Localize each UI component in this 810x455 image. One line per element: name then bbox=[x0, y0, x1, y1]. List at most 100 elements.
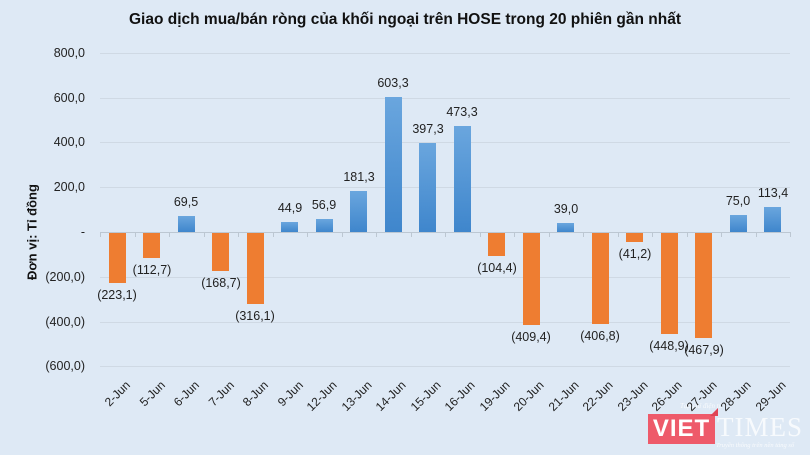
x-tick-label: 22-Jun bbox=[580, 378, 616, 414]
x-tick-label: 13-Jun bbox=[339, 378, 375, 414]
x-tick-label: 7-Jun bbox=[205, 378, 237, 410]
bar-28-jun bbox=[730, 215, 747, 232]
watermark-corner-icon bbox=[710, 408, 718, 416]
y-tick-label: - bbox=[80, 225, 85, 239]
data-label: 181,3 bbox=[343, 170, 375, 184]
bar-23-jun bbox=[626, 233, 643, 242]
x-tick-mark bbox=[721, 232, 722, 237]
watermark-viet-logo: VIET bbox=[648, 414, 715, 444]
y-axis-label: Đơn vị: Tỉ đồng bbox=[24, 184, 40, 280]
data-label: 473,3 bbox=[446, 105, 478, 119]
data-label: 44,9 bbox=[277, 201, 303, 215]
y-tick-label: (600,0) bbox=[45, 359, 85, 373]
bar-29-jun bbox=[764, 207, 781, 232]
x-tick-label: 5-Jun bbox=[136, 378, 168, 410]
bar-6-jun bbox=[178, 216, 195, 232]
data-label: (467,9) bbox=[684, 343, 724, 357]
gridline bbox=[100, 142, 790, 143]
data-label: 69,5 bbox=[173, 195, 199, 209]
x-tick-mark bbox=[652, 232, 653, 237]
data-label: 397,3 bbox=[412, 122, 444, 136]
bar-21-jun bbox=[557, 223, 574, 232]
x-tick-mark bbox=[583, 232, 584, 237]
x-tick-label: 14-Jun bbox=[373, 378, 409, 414]
x-tick-mark bbox=[480, 232, 481, 237]
x-tick-mark bbox=[169, 232, 170, 237]
gridline bbox=[100, 366, 790, 367]
x-tick-mark bbox=[100, 232, 101, 237]
data-label: (41,2) bbox=[618, 247, 652, 261]
x-tick-mark bbox=[687, 232, 688, 237]
x-tick-label: 19-Jun bbox=[477, 378, 513, 414]
data-label: (406,8) bbox=[580, 329, 620, 343]
data-label: (448,9) bbox=[649, 339, 689, 353]
bar-26-jun bbox=[661, 233, 678, 334]
gridline bbox=[100, 277, 790, 278]
bar-19-jun bbox=[488, 233, 505, 256]
x-tick-mark bbox=[307, 232, 308, 237]
y-tick-label: 200,0 bbox=[53, 180, 85, 194]
bar-13-jun bbox=[350, 191, 367, 232]
data-label: 113,4 bbox=[757, 186, 789, 200]
x-tick-label: 15-Jun bbox=[408, 378, 444, 414]
data-label: (168,7) bbox=[201, 276, 241, 290]
data-label: (409,4) bbox=[511, 330, 551, 344]
data-label: 56,9 bbox=[311, 198, 337, 212]
x-tick-label: 12-Jun bbox=[304, 378, 340, 414]
bar-7-jun bbox=[212, 233, 229, 271]
y-tick-label: 800,0 bbox=[53, 46, 85, 60]
bar-27-jun bbox=[695, 233, 712, 338]
x-tick-mark bbox=[273, 232, 274, 237]
data-label: 75,0 bbox=[725, 194, 751, 208]
x-tick-label: 16-Jun bbox=[442, 378, 478, 414]
x-tick-label: 9-Jun bbox=[274, 378, 306, 410]
bar-14-jun bbox=[385, 97, 402, 232]
bar-20-jun bbox=[523, 233, 540, 325]
x-tick-label: 21-Jun bbox=[546, 378, 582, 414]
y-tick-label: (200,0) bbox=[45, 270, 85, 284]
x-tick-label: 2-Jun bbox=[101, 378, 133, 410]
y-tick-label: 400,0 bbox=[53, 135, 85, 149]
bar-12-jun bbox=[316, 219, 333, 232]
x-tick-mark bbox=[549, 232, 550, 237]
viettimes-watermark: Tạp chí điện tử VIET TIMES Truyền thông … bbox=[640, 400, 810, 450]
gridline bbox=[100, 322, 790, 323]
bar-8-jun bbox=[247, 233, 264, 304]
watermark-tagline: Truyền thông trên nền tảng số bbox=[716, 442, 795, 449]
x-tick-mark bbox=[376, 232, 377, 237]
bar-22-jun bbox=[592, 233, 609, 324]
x-tick-mark bbox=[445, 232, 446, 237]
x-tick-label: 6-Jun bbox=[170, 378, 202, 410]
data-label: (112,7) bbox=[132, 263, 172, 277]
data-label: 39,0 bbox=[553, 202, 579, 216]
bar-2-jun bbox=[109, 233, 126, 283]
data-label: 603,3 bbox=[377, 76, 409, 90]
watermark-times-text: TIMES bbox=[717, 412, 803, 442]
y-tick-label: (400,0) bbox=[45, 315, 85, 329]
x-tick-label: 8-Jun bbox=[239, 378, 271, 410]
bar-5-jun bbox=[143, 233, 160, 258]
data-label: (223,1) bbox=[97, 288, 137, 302]
x-tick-mark bbox=[756, 232, 757, 237]
bar-16-jun bbox=[454, 126, 471, 232]
x-tick-mark bbox=[618, 232, 619, 237]
x-tick-mark bbox=[411, 232, 412, 237]
x-tick-mark bbox=[342, 232, 343, 237]
data-label: (316,1) bbox=[235, 309, 275, 323]
x-tick-mark bbox=[238, 232, 239, 237]
chart-title: Giao dịch mua/bán ròng của khối ngoại tr… bbox=[128, 11, 682, 28]
gridline bbox=[100, 187, 790, 188]
x-tick-mark bbox=[790, 232, 791, 237]
y-tick-label: 600,0 bbox=[53, 91, 85, 105]
bar-9-jun bbox=[281, 222, 298, 232]
gridline bbox=[100, 53, 790, 54]
x-tick-label: 20-Jun bbox=[511, 378, 547, 414]
gridline bbox=[100, 98, 790, 99]
watermark-top-text: Tạp chí điện tử bbox=[680, 402, 723, 410]
x-tick-mark bbox=[135, 232, 136, 237]
bar-15-jun bbox=[419, 143, 436, 232]
x-tick-mark bbox=[514, 232, 515, 237]
data-label: (104,4) bbox=[477, 261, 517, 275]
x-tick-mark bbox=[204, 232, 205, 237]
